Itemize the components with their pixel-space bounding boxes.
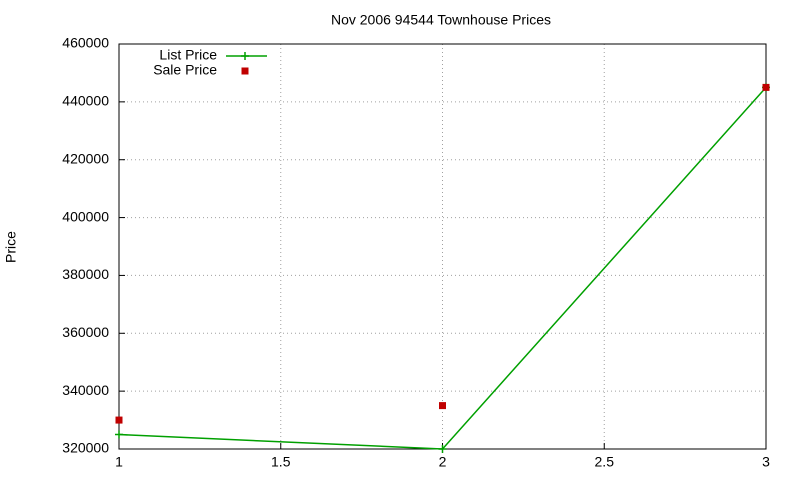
x-tick-label: 2.5 — [595, 454, 615, 470]
point — [438, 445, 447, 453]
y-tick-label: 440000 — [62, 93, 109, 109]
legend-label: List Price — [159, 47, 217, 63]
y-tick-label: 340000 — [62, 382, 109, 398]
x-tick-label: 2 — [439, 454, 447, 470]
legend-marker — [241, 67, 249, 75]
x-tick-label: 3 — [762, 454, 770, 470]
y-tick-label: 400000 — [62, 208, 109, 224]
y-tick-label: 380000 — [62, 266, 109, 282]
y-tick-label: 420000 — [62, 150, 109, 166]
x-tick-label: 1.5 — [271, 454, 291, 470]
y-tick-label: 460000 — [62, 35, 109, 51]
legend-label: Sale Price — [153, 62, 217, 78]
y-axis-label: Price — [3, 231, 19, 263]
point — [762, 83, 770, 91]
point — [115, 430, 123, 439]
y-tick-label: 360000 — [62, 324, 109, 340]
point — [439, 402, 446, 410]
x-tick-label: 1 — [115, 454, 123, 470]
chart-title: Nov 2006 94544 Townhouse Prices — [331, 12, 551, 28]
point — [115, 416, 123, 424]
legend-marker — [241, 52, 249, 60]
y-tick-label: 320000 — [62, 440, 109, 456]
